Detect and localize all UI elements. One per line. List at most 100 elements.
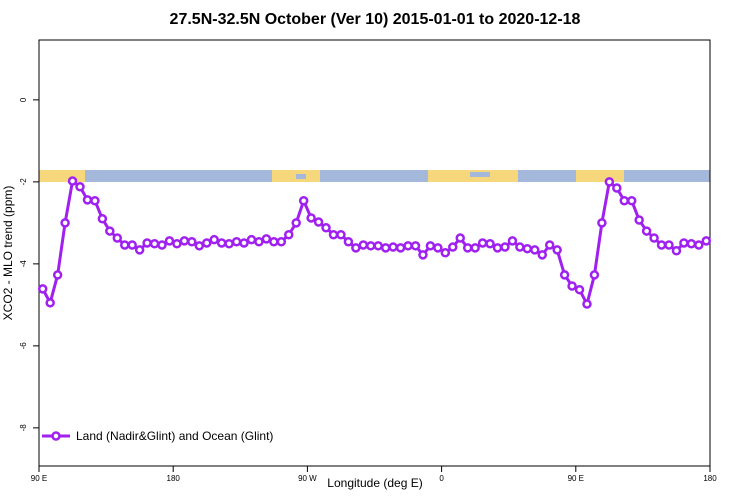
data-point bbox=[187, 236, 197, 247]
data-point bbox=[67, 176, 78, 186]
data-point bbox=[522, 243, 533, 254]
data-point bbox=[552, 245, 562, 255]
data-point bbox=[664, 240, 674, 250]
data-point bbox=[507, 236, 518, 246]
data-point bbox=[656, 240, 667, 250]
data-point bbox=[239, 238, 249, 248]
data-point bbox=[679, 238, 689, 248]
data-point bbox=[343, 236, 354, 247]
x-tick-label: 90 W bbox=[298, 474, 317, 483]
data-point bbox=[433, 243, 443, 253]
x-tick-label: 180 bbox=[167, 474, 181, 483]
data-point bbox=[231, 236, 242, 247]
y-tick-label: 0 bbox=[19, 97, 28, 102]
data-point bbox=[276, 236, 287, 247]
y-axis-label: XCO2 - MLO trend (ppm) bbox=[1, 186, 15, 321]
data-point bbox=[567, 281, 577, 291]
data-point bbox=[641, 226, 652, 236]
data-point bbox=[328, 230, 339, 240]
data-point bbox=[45, 298, 55, 308]
data-point bbox=[686, 239, 697, 249]
data-point bbox=[395, 243, 406, 253]
data-point bbox=[366, 241, 376, 251]
x-tick-label: 90 E bbox=[31, 474, 47, 483]
data-point bbox=[313, 217, 324, 227]
data-point bbox=[164, 236, 175, 246]
data-point bbox=[388, 242, 398, 252]
data-point bbox=[574, 284, 585, 295]
legend: Land (Nadir&Glint) and Ocean (Glint) bbox=[42, 429, 273, 443]
data-point bbox=[612, 183, 622, 193]
data-point bbox=[477, 238, 488, 248]
data-point bbox=[261, 234, 272, 244]
data-point bbox=[321, 223, 331, 233]
data-point bbox=[134, 245, 145, 255]
y-tick-label: -4 bbox=[19, 260, 28, 268]
data-point bbox=[127, 240, 137, 250]
data-point bbox=[634, 215, 644, 225]
data-point bbox=[582, 299, 592, 309]
data-point bbox=[500, 242, 510, 252]
data-point bbox=[112, 233, 123, 243]
y-tick-label: -6 bbox=[19, 342, 28, 350]
data-point bbox=[418, 250, 428, 260]
data-point bbox=[492, 243, 503, 253]
data-point bbox=[82, 195, 93, 205]
data-point bbox=[694, 240, 704, 250]
data-point bbox=[425, 241, 436, 251]
data-point bbox=[544, 240, 555, 250]
data-point bbox=[626, 195, 637, 206]
data-point bbox=[52, 270, 63, 280]
data-point bbox=[298, 195, 309, 206]
legend-marker bbox=[51, 431, 61, 441]
data-point bbox=[455, 233, 465, 243]
data-point bbox=[246, 234, 257, 245]
chart-title: 27.5N-32.5N October (Ver 10) 2015-01-01 … bbox=[170, 11, 581, 28]
data-point bbox=[649, 233, 659, 243]
data-point bbox=[224, 239, 234, 249]
data-point bbox=[619, 195, 630, 206]
data-point bbox=[485, 239, 495, 249]
data-point bbox=[306, 213, 316, 223]
data-point bbox=[462, 243, 473, 253]
data-point bbox=[37, 284, 48, 294]
legend-label: Land (Nadir&Glint) and Ocean (Glint) bbox=[76, 429, 273, 443]
data-point bbox=[604, 177, 615, 187]
data-point bbox=[336, 230, 346, 240]
data-point bbox=[179, 236, 190, 246]
data-point bbox=[351, 243, 361, 253]
data-point bbox=[403, 241, 413, 251]
plot-frame bbox=[38, 39, 711, 467]
data-point bbox=[530, 245, 540, 255]
data-point bbox=[269, 236, 279, 247]
data-point bbox=[90, 195, 100, 206]
y-tick-label: -8 bbox=[19, 424, 28, 432]
data-point bbox=[380, 243, 391, 253]
data-point bbox=[559, 270, 570, 280]
data-point bbox=[209, 234, 219, 245]
x-axis-label: Longitude (deg E) bbox=[327, 476, 422, 490]
data-point bbox=[515, 242, 525, 252]
data-point bbox=[194, 241, 205, 251]
land-ocean-strip bbox=[39, 170, 710, 182]
x-tick-label: 0 bbox=[439, 474, 444, 483]
data-point bbox=[119, 240, 130, 250]
data-point bbox=[202, 238, 212, 248]
data-point bbox=[448, 242, 458, 252]
data-point bbox=[105, 226, 115, 236]
data-point bbox=[75, 182, 85, 192]
data-point bbox=[216, 238, 227, 248]
y-tick-label: -2 bbox=[19, 178, 28, 186]
data-point bbox=[157, 240, 167, 250]
data-point bbox=[254, 236, 264, 247]
data-point bbox=[537, 250, 547, 260]
data-point bbox=[142, 238, 152, 248]
data-point bbox=[470, 243, 480, 253]
data-point bbox=[284, 230, 294, 240]
x-tick-label: 180 bbox=[703, 474, 717, 483]
series-line bbox=[41, 178, 707, 309]
data-point bbox=[97, 214, 108, 224]
data-point bbox=[149, 239, 160, 249]
data-point bbox=[291, 218, 301, 228]
data-point bbox=[701, 236, 712, 246]
